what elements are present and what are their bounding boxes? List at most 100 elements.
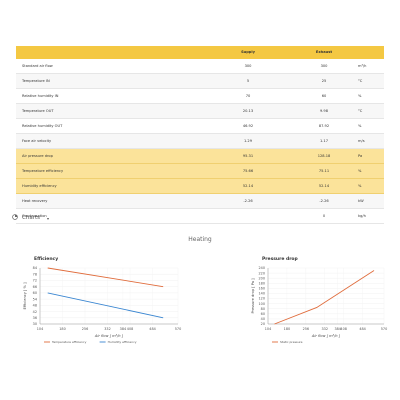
row-label: Air pressure drop — [22, 154, 53, 158]
legend-entry: Static pressure — [280, 340, 303, 344]
supply-value: 70 — [245, 94, 251, 98]
charts-label: Charts — [22, 215, 40, 221]
exhaust-value: 0 — [322, 214, 326, 218]
table-row: Face air velocity 1.29 1.17 m/s — [16, 134, 384, 149]
row-label: Humidity efficiency — [22, 184, 57, 188]
chart-icon — [12, 214, 18, 222]
y-tick-label: 20 — [261, 322, 265, 326]
table-row: Relative humidity IN 70 60% — [16, 89, 384, 104]
exhaust-value: 60 — [321, 94, 327, 98]
unit-label: °C — [358, 109, 363, 113]
x-tick-label: 104 — [265, 327, 271, 331]
row-label: Face air velocity — [22, 139, 52, 143]
table-row: Temperature IN 5 25 °C — [16, 74, 384, 89]
x-tick-label: 384 — [120, 327, 126, 331]
legend-entry: Temperature efficiency — [51, 340, 87, 344]
chevron-down-icon: ▾ — [46, 215, 49, 221]
y-tick-label: 80 — [261, 307, 265, 311]
supply-value: 20.13 — [242, 109, 254, 113]
y-tick-label: 160 — [259, 287, 265, 291]
x-tick-label: 104 — [37, 327, 43, 331]
x-tick-label: 180 — [59, 327, 65, 331]
supply-value: 5 — [246, 79, 250, 83]
table-row: Air pressure drop 95.31 128.18 Pa — [16, 149, 384, 164]
row-label: Relative humidity IN — [22, 94, 59, 98]
table-row: Standard air flow 300 300 m³/h — [16, 59, 384, 74]
y-tick-label: 72 — [33, 279, 37, 283]
y-tick-label: 220 — [259, 271, 265, 275]
header-supply: Supply — [241, 50, 255, 54]
series-line — [274, 270, 375, 325]
unit-label: % — [358, 94, 362, 98]
table-row: Humidity efficiency 52.14 52.14% — [16, 179, 384, 194]
unit-label: Pa — [358, 154, 363, 158]
table-row: Relative humidity OUT 46.92 87.92% — [16, 119, 384, 134]
exhaust-value: 52.14 — [318, 184, 330, 188]
y-tick-label: 42 — [33, 310, 37, 314]
exhaust-value: 9.98 — [319, 109, 328, 113]
y-tick-label: 84 — [33, 266, 37, 270]
row-label: Temperature efficiency — [22, 169, 64, 173]
unit-label: % — [358, 184, 362, 188]
row-label: Temperature OUT — [22, 109, 54, 113]
supply-value: -2.26 — [243, 199, 253, 203]
exhaust-value: 300 — [320, 64, 328, 68]
results-table: Supply Exhaust Standard air flow 300 300 m³… — [16, 46, 384, 224]
y-tick-label: 60 — [33, 291, 37, 295]
supply-value: 300 — [244, 64, 252, 68]
supply-value: 52.14 — [242, 184, 254, 188]
row-label: Standard air flow — [22, 64, 53, 68]
x-tick-label: 256 — [303, 327, 309, 331]
unit-label: kg/h — [358, 214, 366, 218]
unit-label: % — [358, 169, 362, 173]
unit-label: m³/h — [358, 64, 367, 68]
charts-toggle[interactable]: Charts ▾ — [12, 214, 49, 222]
y-tick-label: 40 — [261, 317, 265, 321]
x-tick-label: 256 — [82, 327, 88, 331]
supply-value: 1.29 — [243, 139, 252, 143]
row-label: Condensation — [22, 214, 47, 218]
exhaust-value: 25 — [321, 79, 327, 83]
x-tick-label: 332 — [104, 327, 110, 331]
table-row: Temperature OUT 20.13 9.98 °C — [16, 104, 384, 119]
header-exhaust: Exhaust — [315, 50, 333, 54]
supply-value: 95.31 — [242, 154, 254, 158]
exhaust-value: -2.26 — [319, 199, 329, 203]
x-tick-label: 332 — [322, 327, 328, 331]
table-row: Temperature efficiency 75.66 75.11% — [16, 164, 384, 179]
exhaust-value: 1.17 — [319, 139, 328, 143]
y-tick-label: 78 — [33, 272, 37, 276]
table-header: Supply Exhaust — [16, 46, 384, 59]
x-tick-label: 408 — [340, 327, 346, 331]
y-tick-label: 60 — [261, 312, 265, 316]
series-line — [47, 267, 164, 288]
row-label: Temperature IN — [22, 79, 50, 83]
table-row: Heat recovery -2.26 -2.26 kW — [16, 194, 384, 209]
x-axis-label: Air flow [ m³/h ] — [94, 334, 124, 338]
x-axis-label: Air flow [ m³/h ] — [311, 334, 341, 338]
y-tick-label: 100 — [259, 302, 265, 306]
x-tick-label: 384 — [334, 327, 340, 331]
supply-value: 75.66 — [242, 169, 254, 173]
y-tick-label: 200 — [259, 276, 265, 280]
y-tick-label: 66 — [33, 285, 37, 289]
y-tick-label: 48 — [33, 304, 37, 308]
unit-label: °C — [358, 79, 363, 83]
unit-label: kW — [358, 199, 364, 203]
series-line — [47, 292, 164, 319]
y-axis-label: Pressure drop [ Pa ] — [251, 278, 255, 314]
row-label: Heat recovery — [22, 199, 48, 203]
x-tick-label: 570 — [175, 327, 181, 331]
x-tick-label: 570 — [381, 327, 387, 331]
y-tick-label: 54 — [33, 297, 37, 301]
chart-title: Pressure drop — [262, 256, 298, 262]
y-axis-label: Efficiency [ % ] — [23, 282, 27, 310]
y-tick-label: 30 — [33, 322, 37, 326]
y-tick-label: 180 — [259, 281, 265, 285]
exhaust-value: 87.92 — [318, 124, 330, 128]
table-row: Condensation 0 kg/h — [16, 209, 384, 224]
y-tick-label: 140 — [259, 292, 265, 296]
legend-entry: Humidity efficiency — [108, 340, 137, 344]
